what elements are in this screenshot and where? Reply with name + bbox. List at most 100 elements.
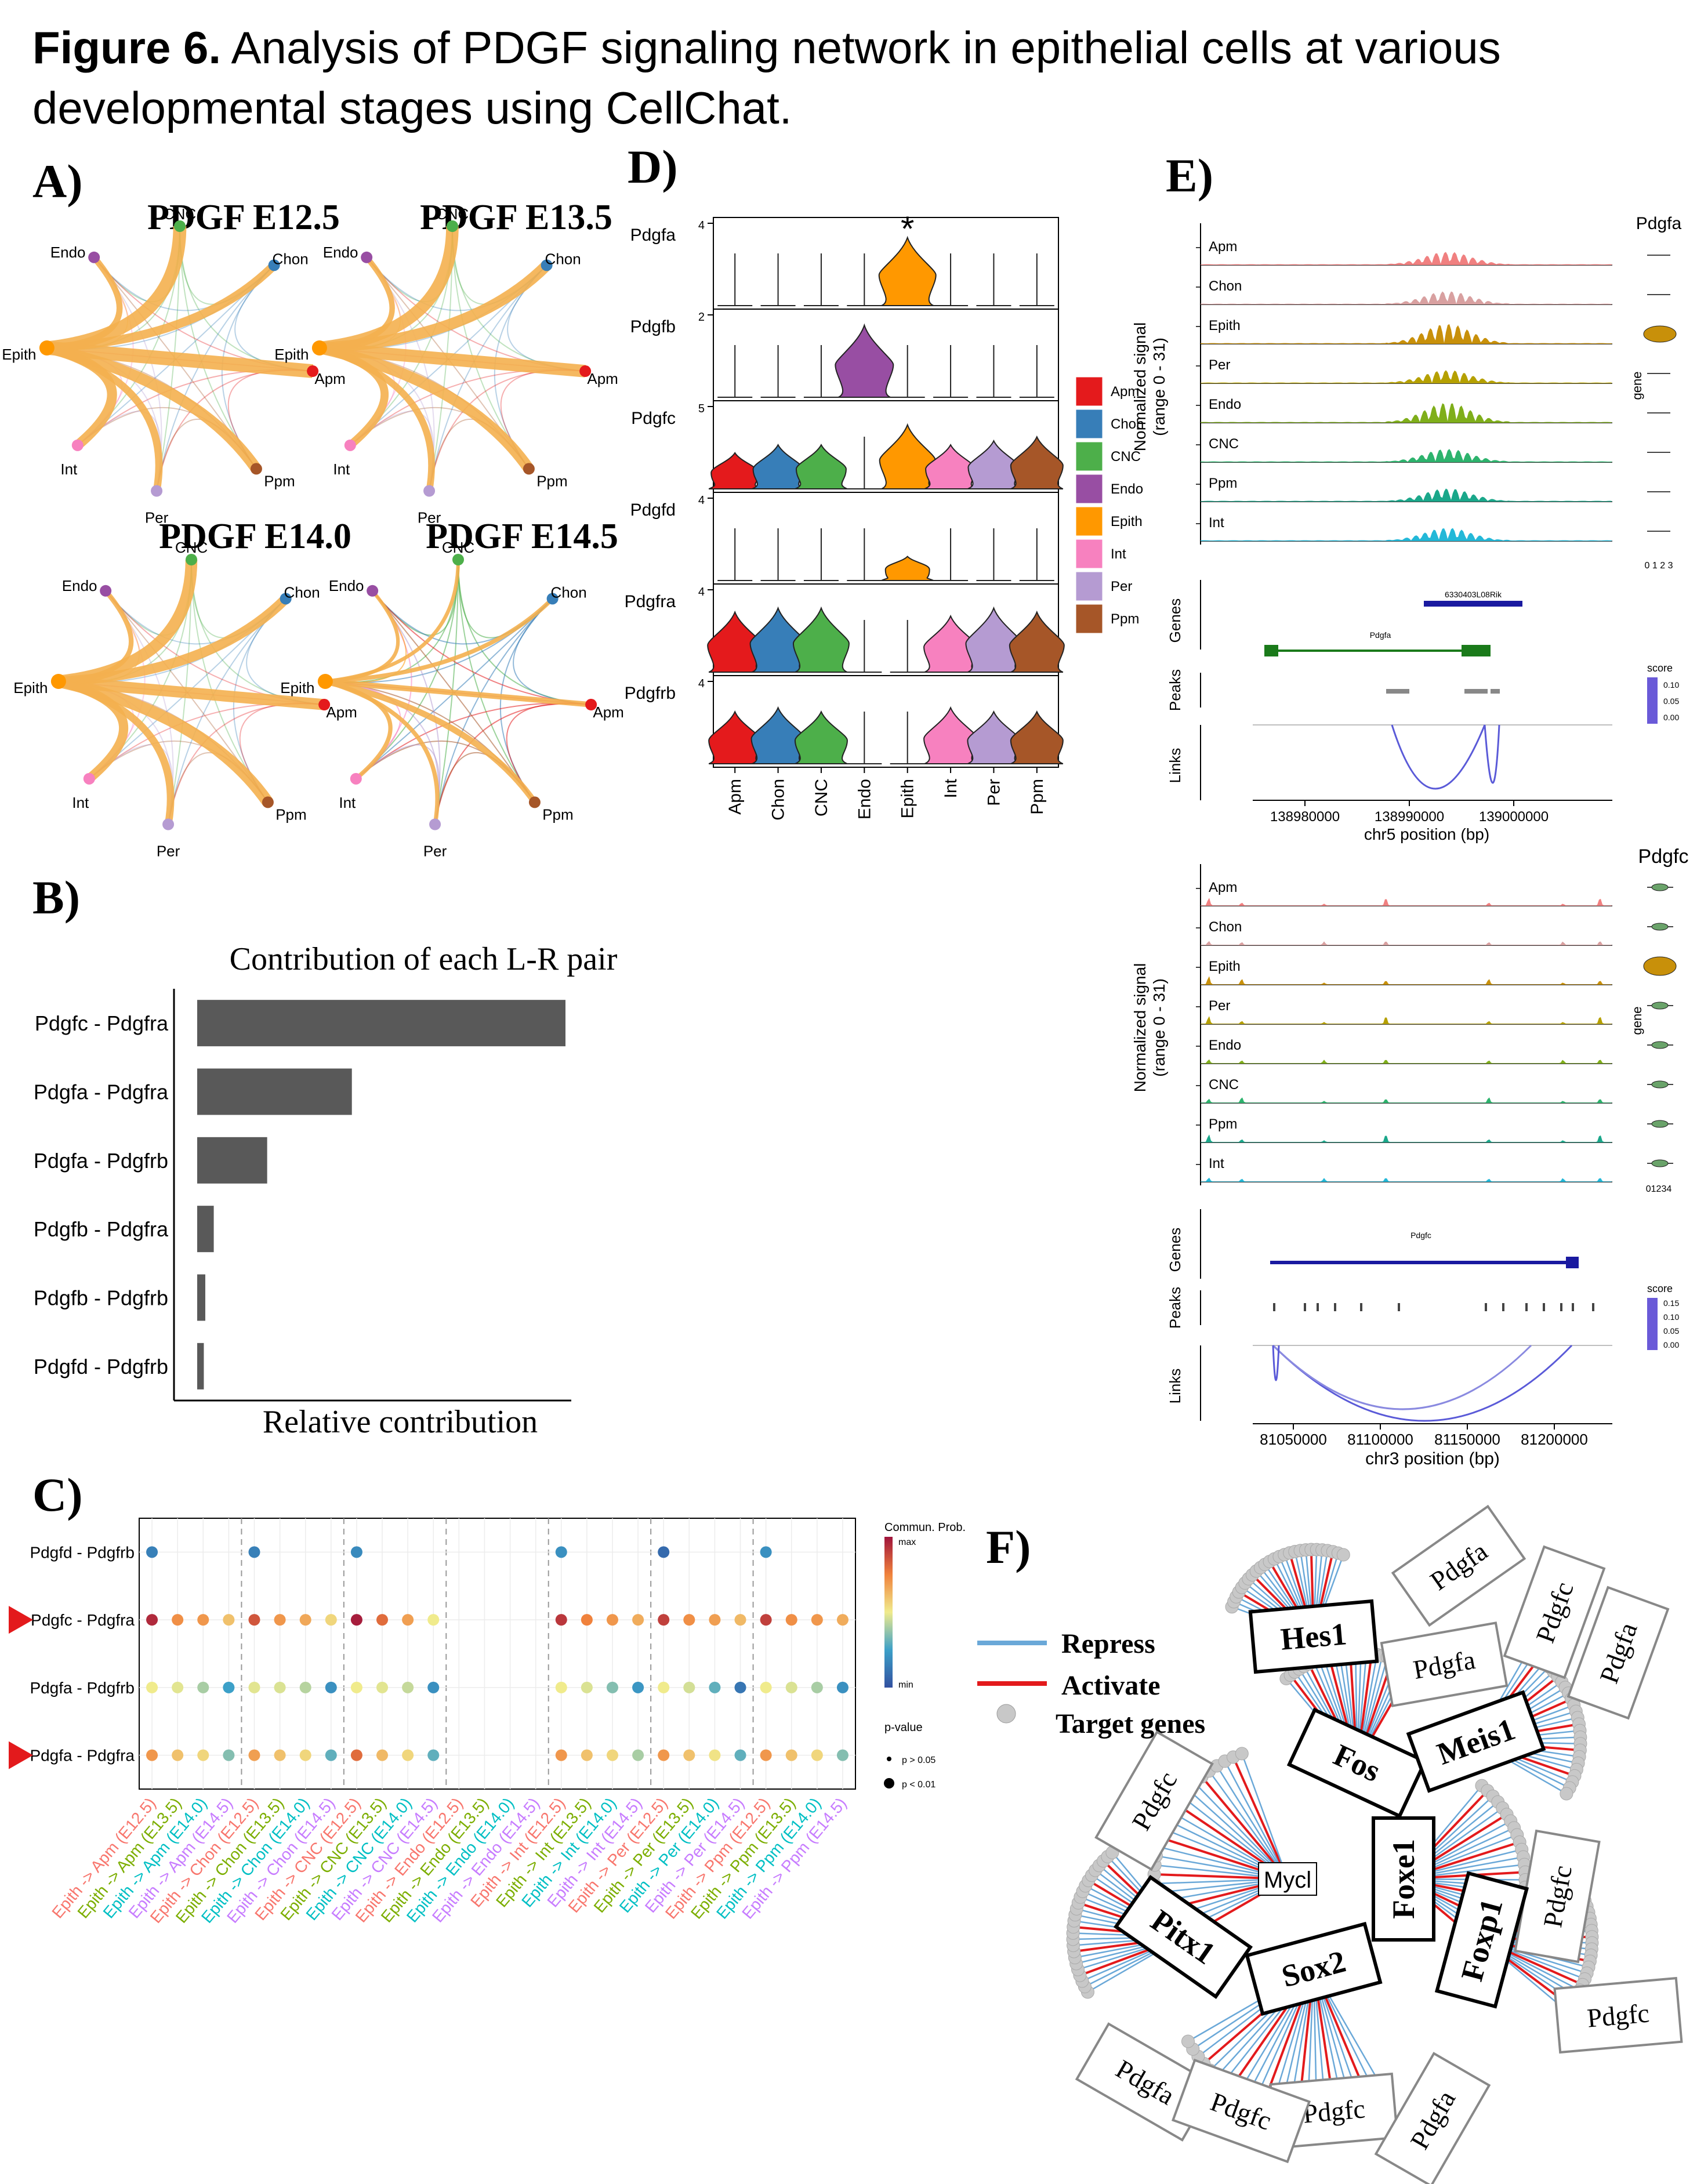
tf-box [1245,1921,1383,2016]
dot [248,1546,260,1558]
coverage [1201,449,1612,462]
violin [1009,610,1065,673]
violin [878,235,937,306]
highlight-arrow [9,1606,33,1634]
legend-max: max [898,1537,916,1547]
celltype-label: Ppm [1028,779,1047,815]
coverage [1201,324,1612,344]
dot [632,1749,644,1761]
dot [427,1749,440,1761]
target-box [1391,1504,1526,1627]
track-label: CNC [1209,1077,1239,1093]
node-Epith [317,673,333,689]
tf-Hes1: Hes1 [1248,1599,1379,1674]
node-label-Per: Per [418,509,441,527]
chart-title: Contribution of each L-R pair [230,941,618,977]
track-label: Per [1209,998,1230,1014]
node-label-Apm: Apm [326,703,357,721]
target-box [1380,1621,1509,1707]
node-Chon [280,593,292,605]
category-label: Pdgfd - Pdgfrb [34,1355,168,1378]
violin [752,443,804,489]
coverage [1201,403,1612,423]
dot [274,1681,286,1693]
dot [836,1614,848,1626]
dot [402,1681,414,1693]
dot [709,1614,721,1626]
regulation-edge [1241,1753,1289,1880]
target-box-6: Pdgfc [1553,1976,1683,2054]
target-box [1374,2052,1491,2184]
category-label: Pdgfc - Pdgfra [35,1011,169,1035]
target-box [1094,1730,1214,1871]
regulation-edge [1216,1765,1289,1880]
celltype-label: CNC [812,779,831,817]
dot [658,1749,670,1761]
node-Apm [318,699,331,711]
network-edge-epith-Endo [319,255,395,351]
legend-swatch [1075,571,1103,601]
category-label: Pdgfa - Pdgfrb [34,1149,168,1173]
dot [350,1614,362,1626]
link-arc [1391,724,1486,790]
track-label: Int [1209,1156,1224,1171]
gene-label: Pdgfb [630,317,676,336]
panel-label-A: A) [32,155,83,208]
bar [197,1137,267,1184]
links-label: Links [1166,1369,1184,1404]
link-arc [1272,1344,1573,1422]
violin-row-frame [713,675,1059,768]
link-arc [1272,1344,1532,1410]
x-tick: 138980000 [1270,809,1340,825]
node-label-Ppm: Ppm [542,806,573,823]
dot [811,1681,823,1693]
network-edge [429,264,547,491]
violin [835,323,894,398]
dot [734,1681,746,1693]
legend-activate: Activate [1061,1670,1161,1701]
exon [1462,645,1491,656]
node-Ppm [250,463,262,475]
network-edge [513,598,592,706]
x-axis-label: chr3 position (bp) [1365,1449,1500,1468]
dot [146,1546,158,1558]
dot [658,1681,670,1693]
node-label-Per: Per [145,509,169,527]
node-Chon [546,593,559,605]
dot [836,1681,848,1693]
node-Per [162,818,175,830]
gene-name2: 6330403L08Rik [1445,590,1502,599]
bar [197,1274,205,1321]
side-violin-shape [1651,1080,1669,1089]
node-Chon [541,259,553,271]
violin [881,556,934,581]
panelE-bottom-coverage: Normalized signal (range 0 - 31) Apm Chon Ep… [1131,846,1688,1468]
dot [785,1749,797,1761]
dot [350,1546,362,1558]
dot [402,1749,414,1761]
gene-bar [1424,601,1522,607]
node-Apm [585,699,597,711]
dot [606,1681,618,1693]
y-axis-label: Normalized signal [1131,322,1149,452]
tf-box [1286,1707,1428,1819]
network-edge-epith-Ppm [57,675,273,806]
node-label-Ppm: Ppm [264,472,295,489]
node-Ppm [262,796,274,808]
side-ticks: 0 1 2 3 [1645,561,1673,571]
peak [1525,1303,1528,1311]
node-label-Epith: Epith [274,346,309,363]
track-label: Epith [1209,318,1241,333]
dot [581,1749,593,1761]
celltype-label: Chon [769,779,788,821]
peak [1304,1303,1306,1311]
peak [1464,689,1488,694]
track-label: Per [1209,357,1230,373]
dot [197,1749,209,1761]
row-label: Pdgfd - Pdgfrb [30,1543,135,1561]
node-label-CNC: CNC [175,539,208,556]
x-tick: 138990000 [1375,809,1444,825]
side-violin-shape [1643,956,1677,976]
violin [794,710,848,764]
